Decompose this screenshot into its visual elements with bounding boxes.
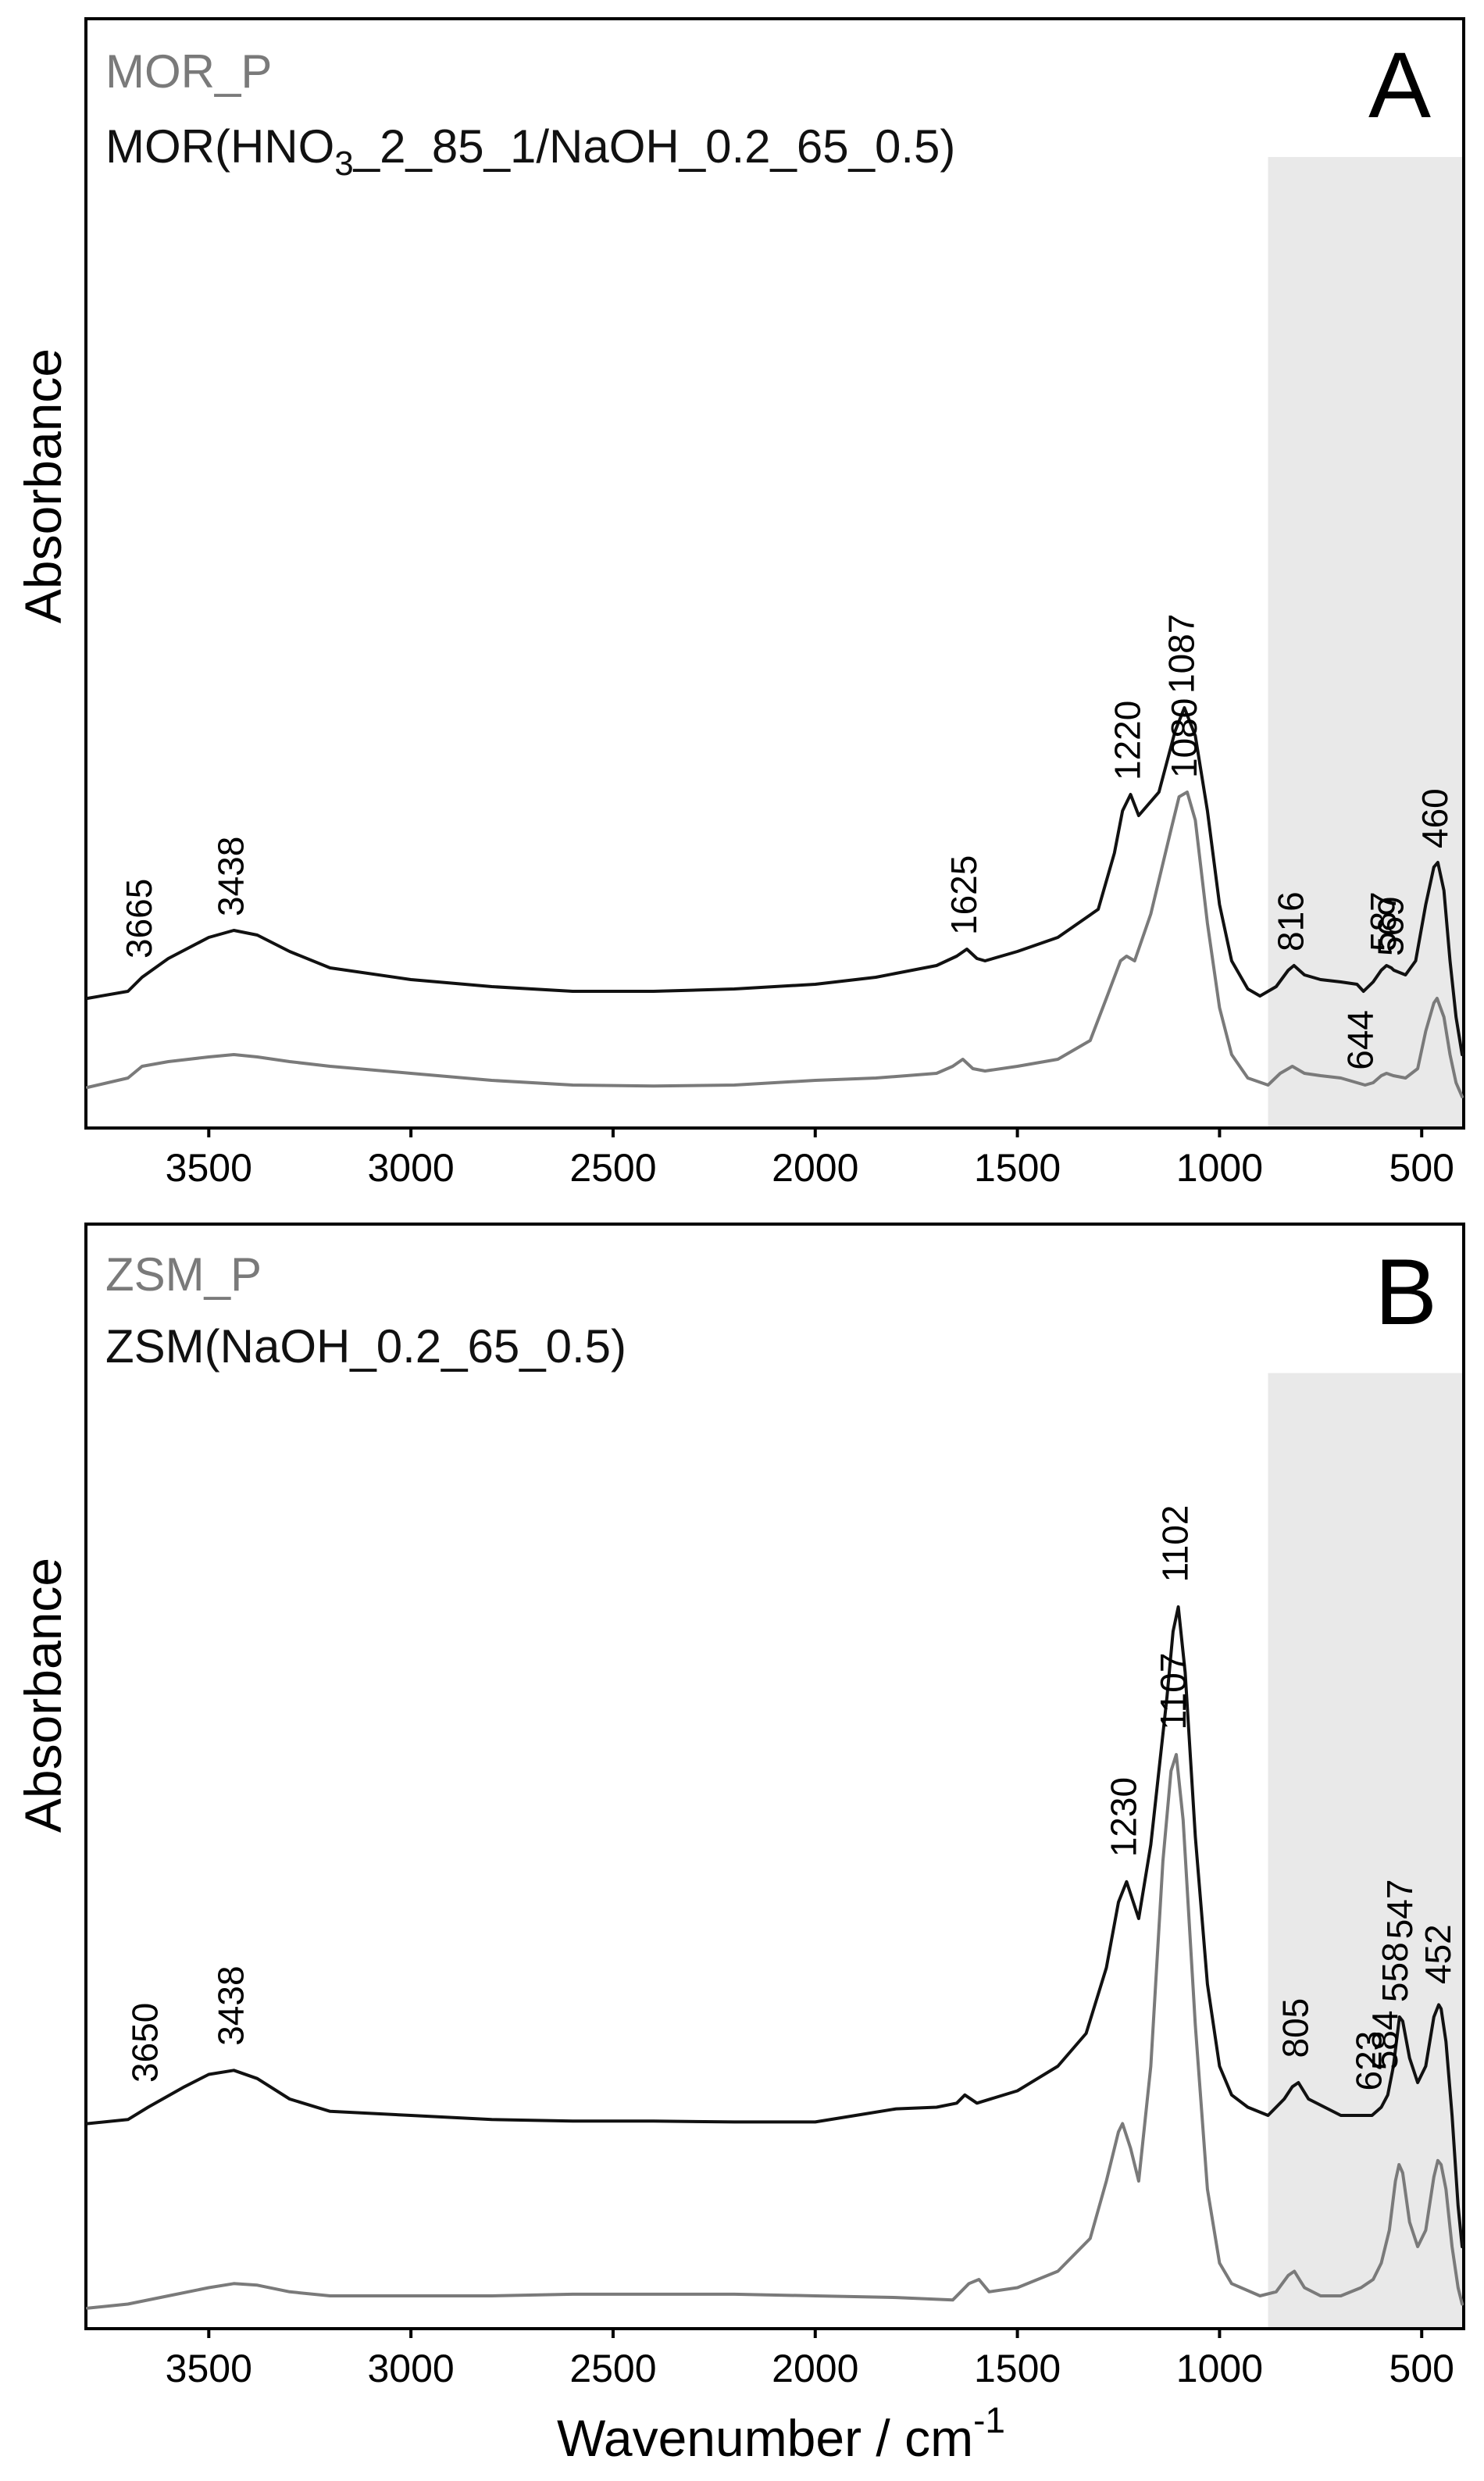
panel-a-peak-label-3665: 3665 [119, 879, 159, 958]
panel-a-legend-sample-subscript: 3 [334, 145, 353, 183]
panel-a-series-parent [86, 791, 1464, 1098]
panel-a-x-tick-label-2500: 2500 [569, 1146, 656, 1190]
panel-a-x-tick-label-2000: 2000 [772, 1146, 858, 1190]
panel-b-x-tick-label-3500: 3500 [166, 2347, 252, 2390]
panel-b-legend-sample: ZSM(NaOH_0.2_65_0.5) [105, 1320, 626, 1373]
panel-b-peak-label-584: 584 [1364, 2011, 1405, 2071]
panel-a-series-group [86, 706, 1464, 1098]
panel-a-x-axis: 3500 3000 2500 2000 1500 1000 500 [166, 1126, 1454, 1190]
panel-a-legend-sample: MOR(HNO3_2_85_1/NaOH_0.2_65_0.5) [105, 120, 955, 183]
panel-b-plot-frame [84, 1223, 1465, 2330]
panel-b-x-tick-label-1500: 1500 [974, 2347, 1061, 2390]
panel-b-peak-label-3650: 3650 [125, 2003, 166, 2083]
panel-b-series-sample [86, 1605, 1464, 2248]
panel-a-x-tick-label-1000: 1000 [1176, 1146, 1263, 1190]
panel-b-x-tick-label-2000: 2000 [772, 2347, 858, 2390]
x-axis-title-superscript: -1 [973, 2400, 1005, 2440]
x-axis-title: Wavenumber / cm-1 [557, 2400, 1005, 2467]
panel-b-x-tick-label-2500: 2500 [569, 2347, 656, 2390]
panel-b-peak-label-3438: 3438 [210, 1965, 251, 2045]
panel-b-peak-label-452: 452 [1418, 1924, 1458, 1984]
panel-b-peak-label-1102: 1102 [1155, 1505, 1196, 1583]
panel-a-series-sample [86, 706, 1464, 1056]
panel-a-peak-label-1080: 1080 [1164, 698, 1204, 778]
panel-b-y-axis-label: Absorbance [14, 1558, 72, 1833]
panel-a-highlight-region [1268, 156, 1462, 1127]
panel-b-series-parent [86, 1753, 1464, 2310]
panel-a-peak-label-1220: 1220 [1108, 701, 1148, 780]
panel-b-x-tick-label-500: 500 [1389, 2347, 1454, 2390]
panel-b-legend-parent: ZSM_P [105, 1248, 262, 1301]
panel-b-x-tick-label-1000: 1000 [1176, 2347, 1263, 2390]
panel-a-peak-label-1625: 1625 [944, 855, 984, 935]
panel-a-peak-label-1087: 1087 [1161, 614, 1201, 694]
panel-b-peak-label-558: 558 [1375, 1942, 1415, 2002]
panel-a-legend: MOR_P MOR(HNO3_2_85_1/NaOH_0.2_65_0.5) [105, 45, 955, 183]
panel-b-legend: ZSM_P ZSM(NaOH_0.2_65_0.5) [105, 1248, 626, 1373]
panel-b-series-group [86, 1605, 1464, 2310]
panel-a-peak-label-3438: 3438 [210, 837, 251, 916]
panel-a-x-tick-label-3500: 3500 [166, 1146, 252, 1190]
panel-b-x-axis: 3500 3000 2500 2000 1500 1000 500 [166, 2327, 1454, 2390]
x-axis-title-main: Wavenumber / cm [557, 2409, 973, 2467]
panel-a-peak-label-569: 569 [1371, 896, 1411, 956]
panel-a-peak-label-816: 816 [1271, 891, 1311, 951]
panel-b-peak-label-1230: 1230 [1103, 1777, 1143, 1857]
panel-b-highlight-region [1268, 1373, 1462, 2327]
panel-b-peak-label-1107: 1107 [1153, 1653, 1193, 1730]
panel-b-letter: B [1375, 1240, 1437, 1344]
panel-a-legend-sample-part1: MOR(HNO [105, 120, 334, 173]
panel-a-peak-label-587: 587 [1363, 891, 1404, 951]
panel-b-peak-label-623: 623 [1349, 2031, 1389, 2091]
panel-a-letter: A [1368, 33, 1431, 137]
panel-a-peak-label-460: 460 [1414, 788, 1455, 848]
panel-a-legend-sample-part2: _2_85_1/NaOH_0.2_65_0.5) [353, 120, 956, 173]
panel-b-peak-label-547: 547 [1379, 1879, 1420, 1940]
panel-b-x-tick-label-3000: 3000 [368, 2347, 455, 2390]
panel-a-x-tick-label-1500: 1500 [974, 1146, 1061, 1190]
panel-b-peak-label-805: 805 [1275, 1998, 1315, 2058]
panel-a-peak-label-644: 644 [1340, 1010, 1381, 1070]
panel-a-x-tick-label-3000: 3000 [368, 1146, 455, 1190]
panel-a-y-axis-label: Absorbance [14, 348, 72, 623]
panel-a-legend-parent: MOR_P [105, 45, 272, 98]
panel-a-plot-frame [84, 17, 1465, 1130]
panel-a-x-tick-label-500: 500 [1389, 1146, 1454, 1190]
